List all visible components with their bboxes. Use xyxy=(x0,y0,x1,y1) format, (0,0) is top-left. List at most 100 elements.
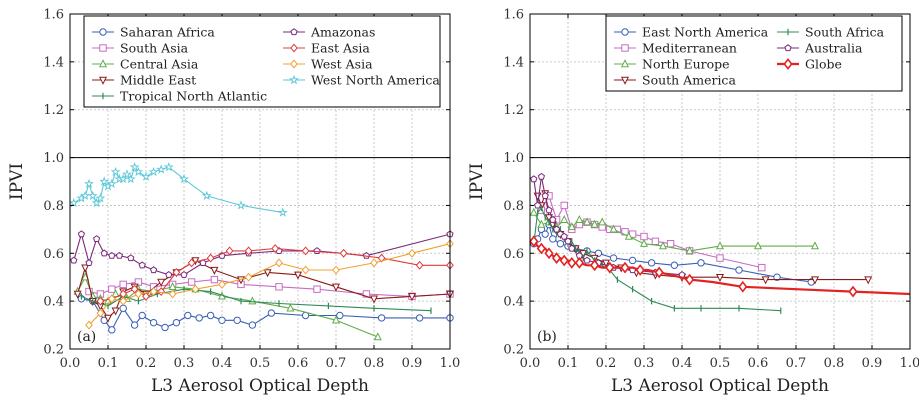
legend-entry: West Asia xyxy=(283,56,373,71)
y-tick-label: 1.4 xyxy=(503,55,524,70)
data-point xyxy=(130,321,139,329)
legend-marker xyxy=(784,44,792,52)
data-point xyxy=(275,258,283,268)
data-point xyxy=(122,169,132,179)
series-south-asia xyxy=(85,275,454,301)
y-tick-label: 0.8 xyxy=(503,199,524,214)
data-point xyxy=(77,230,86,238)
data-point xyxy=(560,214,569,223)
legend-box xyxy=(83,15,441,108)
data-point xyxy=(95,193,106,203)
data-point xyxy=(331,315,341,324)
series-line xyxy=(88,243,451,326)
legend-marker xyxy=(290,59,298,69)
series-line xyxy=(77,275,379,338)
data-point xyxy=(715,274,725,283)
data-point xyxy=(127,254,135,262)
data-point xyxy=(377,253,386,263)
legend-entry: Globe xyxy=(777,56,842,71)
data-point xyxy=(738,280,748,293)
data-point xyxy=(244,246,253,256)
data-point xyxy=(624,231,633,240)
series-north-europe xyxy=(529,207,820,255)
data-point xyxy=(210,275,219,284)
data-point xyxy=(559,254,569,267)
data-point xyxy=(172,318,181,327)
data-point xyxy=(195,314,203,322)
legend-label: Tropical North Atlantic xyxy=(120,88,267,103)
legend-marker xyxy=(621,44,629,52)
data-point xyxy=(415,260,424,270)
data-point xyxy=(148,166,159,177)
data-point xyxy=(149,266,158,274)
x-tick-label: 1.0 xyxy=(440,356,461,371)
x-tick-label: 0.6 xyxy=(748,356,769,371)
data-point xyxy=(85,287,93,296)
series-tropical-north-atlantic xyxy=(80,285,432,314)
data-point xyxy=(73,290,82,299)
data-point xyxy=(651,237,660,246)
data-point xyxy=(187,258,196,268)
data-point xyxy=(583,256,591,264)
data-point xyxy=(100,249,108,257)
y-axis-label: IPVI xyxy=(467,163,487,200)
x-tick-label: 0.2 xyxy=(596,356,617,371)
data-point xyxy=(575,214,584,223)
data-point xyxy=(210,266,219,275)
data-point xyxy=(536,242,547,255)
data-point xyxy=(639,238,649,247)
legend-label: Mediterranean xyxy=(642,40,737,55)
data-point xyxy=(191,284,200,294)
legend-label: West Asia xyxy=(311,56,373,71)
legend-marker xyxy=(98,59,108,68)
legend-entry: South Africa xyxy=(777,24,885,39)
data-point xyxy=(149,318,158,327)
x-axis-label: L3 Aerosol Optical Depth xyxy=(611,376,829,396)
data-point xyxy=(225,246,234,256)
data-point xyxy=(753,241,763,250)
data-point xyxy=(108,285,116,293)
data-point xyxy=(157,278,166,287)
data-point xyxy=(157,287,166,297)
series-line xyxy=(537,193,869,281)
data-point xyxy=(115,251,124,259)
data-point xyxy=(92,235,101,243)
y-tick-label: 1.0 xyxy=(43,151,64,166)
data-point xyxy=(605,261,615,274)
data-point xyxy=(544,247,554,260)
panel-label: (a) xyxy=(77,329,96,345)
data-point xyxy=(574,256,585,269)
data-point xyxy=(533,201,542,209)
legend-entry: South America xyxy=(614,72,736,87)
legend-marker xyxy=(98,76,108,85)
data-point xyxy=(286,303,295,312)
data-point xyxy=(848,285,858,298)
data-point xyxy=(609,224,618,233)
data-point xyxy=(119,304,127,313)
data-point xyxy=(293,271,303,280)
data-point xyxy=(301,246,310,256)
data-point xyxy=(415,314,424,322)
x-tick-label: 0.1 xyxy=(98,356,119,371)
data-point xyxy=(236,200,246,210)
x-tick-label: 0.1 xyxy=(558,356,579,371)
x-tick-label: 1.0 xyxy=(900,356,919,371)
data-point xyxy=(567,222,576,231)
legend-label: Amazonas xyxy=(310,24,375,39)
legend-label: Globe xyxy=(805,56,842,71)
data-point xyxy=(99,176,110,186)
x-tick-label: 0.9 xyxy=(862,356,883,371)
data-point xyxy=(761,276,770,285)
data-point xyxy=(670,261,679,269)
x-tick-label: 0.0 xyxy=(520,356,541,371)
x-tick-label: 0.7 xyxy=(326,356,347,371)
data-point xyxy=(163,161,174,172)
data-point xyxy=(96,296,105,306)
data-point xyxy=(568,244,576,252)
legend-entry: Saharan Africa xyxy=(92,24,215,39)
legend-entry: East North America xyxy=(614,24,769,39)
y-tick-label: 0.4 xyxy=(503,295,524,310)
data-point xyxy=(130,284,139,294)
